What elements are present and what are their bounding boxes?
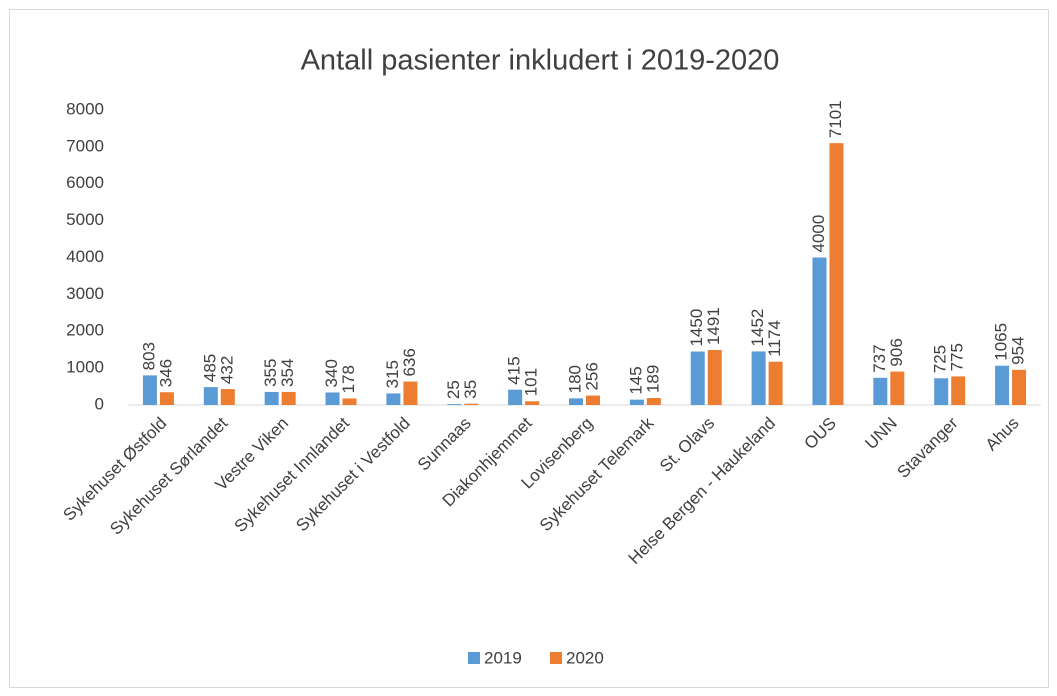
bar <box>829 143 844 405</box>
data-label: 906 <box>887 338 906 366</box>
bar <box>159 392 174 405</box>
bar <box>995 365 1010 405</box>
data-label: 145 <box>626 366 645 394</box>
data-label: 485 <box>200 354 219 382</box>
bar <box>951 376 966 405</box>
data-label: 775 <box>948 343 967 371</box>
data-label: 1491 <box>704 307 723 345</box>
chart-title: Antall pasienter inkludert i 2019-2020 <box>301 45 780 77</box>
y-tick-label: 7000 <box>66 136 104 155</box>
bar <box>812 257 827 405</box>
data-label: 180 <box>565 365 584 393</box>
y-tick-label: 5000 <box>66 210 104 229</box>
y-tick-label: 6000 <box>66 173 104 192</box>
bar <box>281 391 296 405</box>
bar <box>751 351 766 405</box>
bar <box>203 387 218 405</box>
bar <box>646 398 661 405</box>
bar <box>447 404 462 405</box>
data-label: 189 <box>643 365 662 393</box>
data-label: 340 <box>322 359 341 387</box>
data-label: 315 <box>383 360 402 388</box>
bar <box>508 389 523 405</box>
bar <box>525 401 540 405</box>
bar <box>569 398 583 405</box>
data-label: 4000 <box>809 215 828 253</box>
data-label: 101 <box>522 368 541 396</box>
bar <box>220 389 235 405</box>
data-label: 178 <box>339 365 358 393</box>
y-tick-label: 3000 <box>66 284 104 303</box>
data-label: 256 <box>582 362 601 390</box>
bar <box>707 350 722 405</box>
data-label: 415 <box>505 356 524 384</box>
data-label: 25 <box>444 380 463 399</box>
bar <box>1012 369 1027 405</box>
bar <box>768 361 783 405</box>
y-tick-label: 1000 <box>66 358 104 377</box>
bar <box>325 392 340 405</box>
bar <box>586 395 600 405</box>
data-label: 737 <box>870 344 889 372</box>
data-label: 725 <box>931 345 950 373</box>
bar <box>142 375 157 405</box>
data-label: 355 <box>261 359 280 387</box>
bar <box>934 378 949 405</box>
legend-label: 2020 <box>566 648 604 667</box>
y-tick-label: 2000 <box>66 321 104 340</box>
data-label: 7101 <box>826 100 845 138</box>
bar <box>629 399 644 405</box>
bar <box>464 403 479 405</box>
legend-swatch <box>468 652 480 664</box>
legend-label: 2019 <box>484 648 522 667</box>
y-tick-label: 4000 <box>66 247 104 266</box>
data-label: 1450 <box>687 309 706 347</box>
bar <box>690 351 705 405</box>
bar <box>890 371 905 405</box>
y-tick-label: 0 <box>95 394 104 413</box>
data-label: 354 <box>278 359 297 387</box>
data-label: 346 <box>156 359 175 387</box>
bar <box>403 381 418 405</box>
y-tick-label: 8000 <box>66 99 104 118</box>
bar <box>342 398 357 405</box>
data-label: 954 <box>1009 336 1028 364</box>
chart-border <box>9 9 1049 688</box>
data-label: 1065 <box>992 323 1011 361</box>
bar <box>264 391 279 405</box>
data-label: 803 <box>139 342 158 370</box>
bar <box>873 377 888 405</box>
data-label: 1452 <box>748 309 767 347</box>
data-label: 636 <box>400 348 419 376</box>
data-label: 432 <box>217 356 236 384</box>
data-label: 1174 <box>765 320 784 357</box>
legend-swatch <box>550 652 562 664</box>
bar <box>386 393 401 405</box>
data-label: 35 <box>461 380 480 399</box>
